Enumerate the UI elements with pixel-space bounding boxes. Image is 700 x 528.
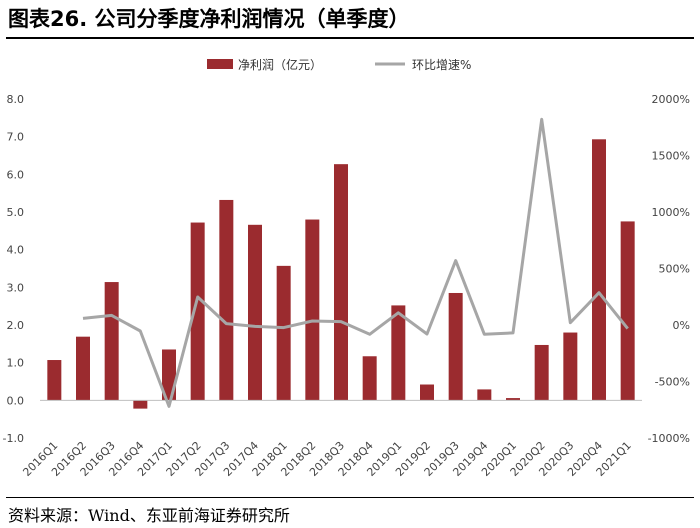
bar-2020Q4 [592, 139, 606, 401]
y-tick-label-right: 500% [659, 263, 690, 276]
y-tick-label-right: -500% [655, 376, 690, 389]
y-tick-label-left: 4.0 [7, 244, 25, 257]
bar-2017Q4 [248, 224, 262, 401]
bar-series [47, 139, 635, 409]
y-tick-label-right: 0% [673, 319, 690, 332]
bar-2017Q2 [190, 222, 205, 401]
y-tick-label-left: 2.0 [7, 319, 25, 332]
figure-title: 图表26. 公司分季度净利润情况（单季度） [8, 7, 410, 31]
y-tick-label-left: 0.0 [7, 394, 25, 407]
bar-2020Q1 [506, 398, 520, 401]
left-axis: -1.0 0.0 1.0 2.0 3.0 4.0 5.0 6.0 7.0 8.0 [3, 93, 24, 445]
bar-2018Q3 [334, 164, 348, 401]
line-series [82, 117, 629, 408]
net-profit-chart: 净利润（亿元） 环比增速% -1.0 0.0 1.0 2.0 3.0 4.0 5.0 6.0 7… [3, 57, 690, 479]
y-tick-label-right: 1000% [652, 206, 690, 219]
legend-bar-swatch [207, 59, 233, 69]
source-note: 资料来源：Wind、东亚前海证券研究所 [8, 506, 290, 525]
legend-line-label: 环比增速% [412, 58, 471, 72]
bar-2016Q3 [104, 282, 119, 401]
chart-legend: 净利润（亿元） 环比增速% [207, 57, 471, 72]
bar-2019Q4 [477, 389, 492, 401]
bar-2016Q4 [133, 400, 148, 409]
y-tick-label-left: 6.0 [7, 168, 25, 181]
bar-2020Q2 [534, 344, 549, 401]
y-tick-label-left: 5.0 [7, 206, 25, 219]
bar-2018Q4 [362, 356, 377, 401]
y-tick-label-left: -1.0 [3, 432, 24, 445]
bar-2019Q1 [391, 305, 406, 401]
bar-2018Q2 [305, 219, 320, 401]
y-tick-label-right: -1000% [648, 432, 690, 445]
y-tick-label-left: 3.0 [7, 281, 25, 294]
bar-2016Q2 [76, 336, 90, 401]
bar-2018Q1 [276, 265, 291, 401]
bar-2019Q3 [448, 292, 463, 401]
bar-2021Q1 [620, 221, 635, 401]
bar-2020Q3 [563, 332, 578, 401]
right-axis: -1000% -500% 0% 500% 1000% 1500% 2000% [648, 93, 690, 445]
legend-bar-label: 净利润（亿元） [238, 57, 322, 72]
bar-2017Q3 [219, 199, 234, 401]
y-tick-label-right: 2000% [652, 93, 690, 106]
growth-rate-line [82, 117, 629, 408]
y-tick-label-right: 1500% [652, 150, 690, 163]
title-rule [6, 37, 694, 39]
source-rule [6, 497, 694, 498]
x-axis: 2016Q12016Q22016Q32016Q42017Q12017Q22017… [20, 439, 633, 479]
y-tick-label-left: 8.0 [7, 93, 25, 106]
bar-2019Q2 [420, 384, 434, 401]
y-tick-label-left: 1.0 [7, 357, 25, 370]
y-tick-label-left: 7.0 [7, 131, 25, 144]
bar-2016Q1 [47, 360, 62, 401]
